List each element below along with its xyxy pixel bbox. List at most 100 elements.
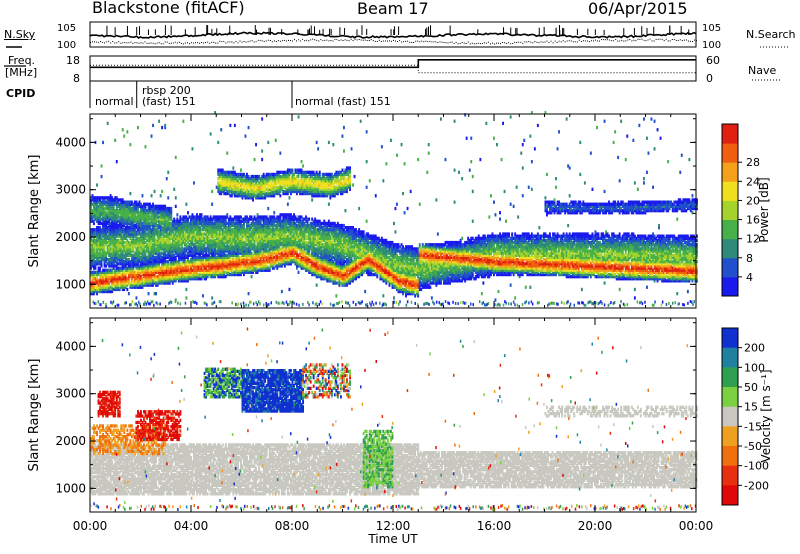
noise-search-point [211, 41, 213, 43]
noise-search-point [265, 40, 267, 42]
power-cell [141, 194, 144, 198]
power-cell [176, 213, 179, 217]
noise-search-point [340, 39, 342, 41]
power-cell [121, 128, 124, 132]
noise-search-point [193, 42, 194, 44]
power-cell [126, 130, 129, 134]
power-cell [185, 202, 188, 206]
noise-search-point [653, 40, 655, 42]
noise-search-point [326, 39, 328, 41]
noise-search-point [158, 42, 160, 44]
noise-search-point [435, 41, 437, 43]
noise-search-point [637, 38, 639, 40]
noise-ytick: 100 [57, 40, 76, 51]
noise-search-point [178, 41, 180, 43]
noise-search-point [219, 40, 221, 42]
noise-search-point [261, 40, 263, 42]
power-cell [247, 125, 250, 130]
noise-search-point [425, 40, 427, 42]
noise-search-point [479, 43, 481, 45]
noise-search-point [136, 42, 138, 44]
noise-search-point [201, 42, 203, 43]
noise-search-point [328, 40, 330, 42]
power-cell [280, 289, 283, 294]
power-cell [127, 292, 130, 296]
noise-search-point [566, 40, 568, 42]
noise-search-point [580, 41, 582, 42]
noise-search-point [312, 38, 314, 40]
power-cell [244, 134, 247, 138]
noise-search-point [492, 42, 493, 44]
noise-search-point [568, 40, 570, 42]
noise-search-point [239, 40, 241, 42]
noise-search-point [269, 40, 271, 41]
noise-search-point [382, 40, 384, 42]
noise-search-point [532, 42, 534, 44]
noise-search-point [316, 39, 318, 41]
noise-search-point [433, 41, 435, 43]
noise-search-point [574, 41, 576, 43]
noise-search-point [100, 41, 102, 43]
noise-search-point [439, 41, 441, 43]
noise-search-point [376, 41, 378, 42]
noise-search-point [217, 42, 219, 44]
noise-search-point [431, 41, 433, 43]
noise-search-point [370, 39, 372, 41]
noise-search-point [459, 43, 461, 44]
noise-search-point [124, 42, 126, 44]
noise-search-point [663, 40, 665, 42]
noise-search-point [94, 41, 95, 43]
noise-search-point [455, 41, 457, 43]
power-cell [253, 157, 256, 162]
noise-search-point [213, 41, 215, 43]
noise-search-point [346, 39, 348, 41]
noise-search-point [199, 42, 201, 44]
noise-search-point [223, 40, 225, 42]
noise-search-point [372, 40, 374, 42]
noise-search-point [463, 42, 465, 44]
nave-ytick: 60 [706, 54, 720, 67]
noise-search-point [667, 40, 669, 42]
noise-search-point [530, 41, 532, 43]
noise-search-point [635, 40, 637, 42]
noise-search-point [629, 39, 631, 40]
noise-search-point [597, 40, 598, 42]
noise-search-point [633, 39, 635, 41]
noise-search-point [681, 40, 683, 42]
noise-search-point [134, 42, 136, 44]
noise-search-point [251, 40, 253, 42]
noise-search-point [494, 43, 495, 45]
noise-search-point [560, 41, 562, 43]
noise-search-point [677, 39, 679, 41]
noise-search-point [601, 39, 603, 41]
noise-search-point [514, 41, 516, 43]
noise-search-point [209, 42, 211, 44]
noise-search-point [191, 42, 192, 44]
noise-search-point [605, 39, 607, 41]
noise-search-point [603, 39, 605, 41]
noise-search-point [296, 40, 297, 42]
power-cell [288, 196, 291, 200]
power-cell [150, 194, 153, 198]
noise-search-point [461, 42, 463, 43]
noise-search-point [631, 40, 633, 42]
noise-search-point [122, 42, 124, 44]
noise-search-point [471, 42, 473, 44]
noise-search-point [184, 42, 186, 44]
power-cell [147, 292, 150, 296]
power-cell [167, 196, 170, 200]
noise-search-point [411, 42, 413, 43]
noise-search-point [366, 40, 368, 41]
power-cell [250, 275, 253, 279]
noise-search-point [197, 42, 199, 44]
noise-search-point [679, 39, 681, 41]
noise-search-point [294, 39, 295, 41]
noise-search-point [221, 41, 223, 43]
noise-search-point [172, 42, 174, 44]
power-cell [187, 211, 189, 215]
noise-search-point [627, 39, 629, 41]
power-cell [161, 189, 164, 194]
noise-search-point [168, 42, 170, 44]
power-cell [288, 287, 291, 292]
noise-search-point [112, 41, 114, 42]
